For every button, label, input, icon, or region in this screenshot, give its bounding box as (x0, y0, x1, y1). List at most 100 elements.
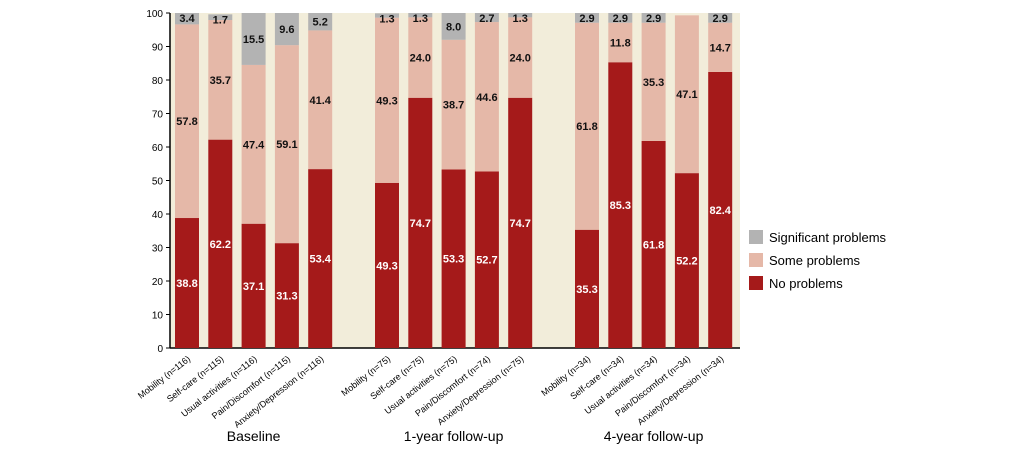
y-tick-label: 80 (152, 76, 164, 87)
data-label: 41.4 (309, 95, 331, 107)
data-label: 8.0 (446, 21, 461, 33)
y-tick-label: 70 (152, 110, 164, 121)
data-label: 5.2 (313, 17, 328, 29)
group-label: 4-year follow-up (604, 428, 704, 444)
bar-segment-significant-problems (641, 13, 666, 23)
bar-segment-significant-problems (308, 13, 333, 31)
bar-segment-some-problems (441, 39, 466, 170)
bar-segment-significant-problems (375, 13, 399, 18)
y-tick-label: 100 (146, 9, 163, 20)
bar-segment-some-problems (641, 22, 666, 141)
bar-segment-significant-problems (575, 13, 599, 23)
data-label: 37.1 (243, 281, 264, 293)
bar-segment-some-problems (208, 20, 233, 140)
bar-segment-no-problems (208, 139, 233, 348)
data-label: 59.1 (276, 139, 297, 151)
bar-segment-no-problems (575, 229, 599, 348)
bar-segment-no-problems (508, 97, 533, 348)
bar-segment-significant-problems (208, 14, 233, 21)
legend-swatch (749, 230, 763, 244)
data-label: 24.0 (509, 53, 530, 65)
data-label: 53.4 (309, 254, 331, 266)
bar-segment-some-problems (608, 22, 633, 63)
bar-segment-significant-problems (408, 13, 433, 18)
data-label: 52.2 (676, 256, 697, 268)
bar-segment-significant-problems (241, 13, 266, 65)
bar-segment-no-problems (441, 169, 466, 348)
data-label: 44.6 (476, 92, 497, 104)
y-tick-label: 60 (152, 143, 164, 154)
data-label: 38.7 (443, 100, 464, 112)
bar-segment-significant-problems (608, 13, 633, 23)
data-label: 31.3 (276, 291, 297, 303)
data-label: 1.7 (213, 14, 228, 26)
data-label: 52.7 (476, 255, 497, 267)
bar-segment-some-problems (375, 17, 399, 183)
legend-label: Some problems (769, 253, 861, 268)
data-label: 2.9 (613, 13, 628, 25)
bar-segment-no-problems (308, 169, 333, 348)
bar-segment-some-problems (408, 17, 433, 98)
data-label: 35.7 (210, 75, 231, 87)
data-label: 82.4 (709, 205, 731, 217)
data-label: 38.8 (176, 278, 197, 290)
data-label: 1.3 (413, 13, 428, 25)
data-label: 53.3 (443, 254, 464, 266)
bar-segment-some-problems (575, 22, 599, 230)
y-tick-label: 30 (152, 244, 164, 255)
bar-segment-no-problems (408, 97, 433, 348)
y-tick-label: 40 (152, 210, 164, 221)
bar-segment-some-problems (241, 64, 266, 224)
bar-segment-no-problems (375, 182, 399, 348)
bar-segment-some-problems (175, 24, 199, 219)
bar-segment-some-problems (308, 30, 333, 170)
data-label: 85.3 (610, 200, 631, 212)
bar-segment-no-problems (674, 173, 699, 348)
y-tick-label: 90 (152, 43, 164, 54)
data-label: 2.9 (579, 13, 594, 25)
bar-segment-some-problems (708, 22, 733, 72)
bar-segment-no-problems (474, 171, 499, 348)
bar-segment-significant-problems (274, 13, 299, 46)
data-label: 35.3 (643, 77, 664, 89)
bar-segment-some-problems (474, 22, 499, 172)
legend-label: Significant problems (769, 230, 887, 245)
data-label: 61.8 (576, 121, 597, 133)
data-label: 11.8 (610, 37, 631, 49)
data-label: 1.3 (513, 13, 528, 25)
bar-segment-no-problems (274, 243, 299, 348)
data-label: 74.7 (509, 218, 530, 230)
data-label: 47.4 (243, 139, 265, 151)
y-tick-label: 10 (152, 311, 164, 322)
bar-segment-no-problems (241, 223, 266, 348)
data-label: 9.6 (279, 24, 294, 36)
data-label: 49.3 (376, 260, 397, 272)
bar-segment-some-problems (508, 17, 533, 98)
data-label: 15.5 (243, 34, 264, 46)
bar-segment-no-problems (608, 62, 633, 349)
y-tick-label: 0 (157, 344, 163, 355)
data-label: 35.3 (576, 284, 597, 296)
bar-segment-no-problems (708, 71, 733, 349)
data-label: 62.2 (210, 239, 231, 251)
bar-segment-significant-problems (508, 13, 533, 18)
bar-segment-significant-problems (474, 13, 499, 23)
group-label: Baseline (227, 428, 281, 444)
legend-label: No problems (769, 276, 843, 291)
data-label: 57.8 (176, 116, 197, 128)
bar-segment-significant-problems (175, 13, 199, 25)
legend-swatch (749, 253, 763, 267)
bar-segment-no-problems (175, 218, 199, 348)
data-label: 47.1 (676, 89, 697, 101)
legend-swatch (749, 276, 763, 290)
data-label: 2.7 (479, 13, 494, 25)
bar-segment-no-problems (641, 140, 666, 348)
data-label: 1.3 (379, 13, 394, 25)
bar-segment-significant-problems (441, 13, 466, 40)
bar-segment-some-problems (674, 15, 699, 174)
data-label: 61.8 (643, 239, 664, 251)
data-label: 74.7 (410, 218, 431, 230)
y-tick-label: 20 (152, 277, 164, 288)
bar-segment-some-problems (274, 45, 299, 244)
